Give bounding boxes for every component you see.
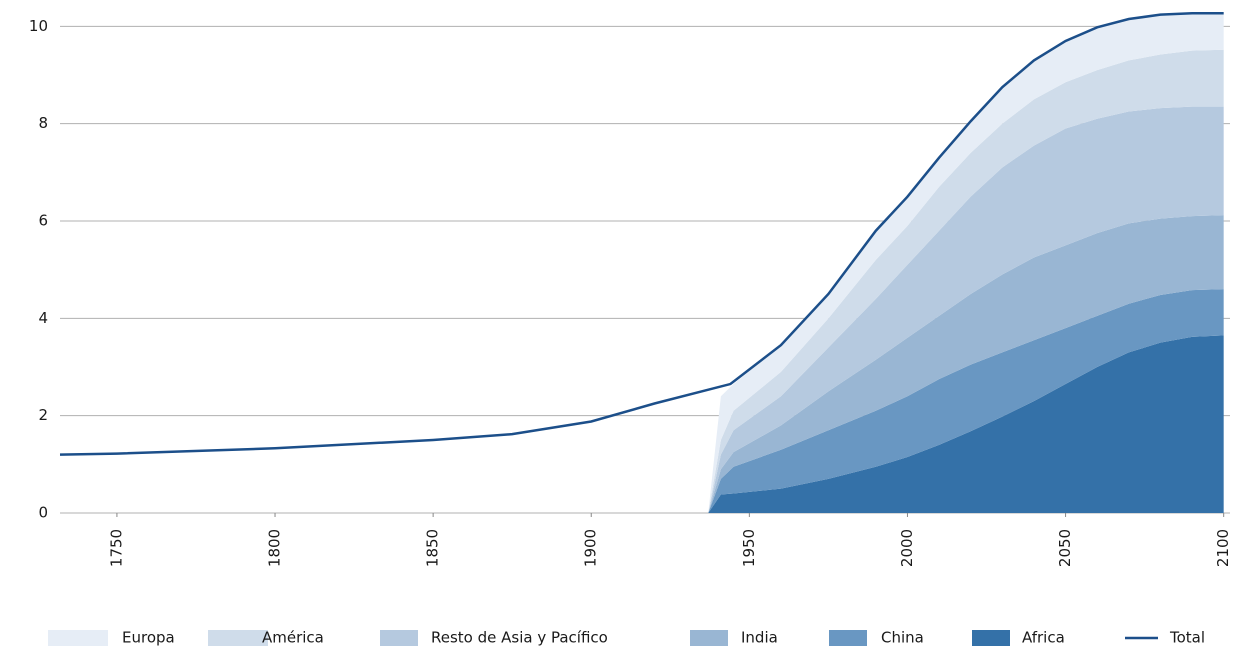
x-tick-label: 1850 [424,529,442,567]
y-tick-label: 8 [38,114,48,132]
legend-label: China [881,629,924,647]
x-tick-label: 1800 [266,529,284,567]
y-tick-label: 4 [38,309,48,327]
area [708,335,1224,513]
legend-swatch [380,630,418,646]
legend-label: Africa [1022,629,1065,647]
legend-swatch [829,630,867,646]
legend-swatch [690,630,728,646]
x-tick-label: 2100 [1214,529,1232,567]
x-tick-label: 1950 [740,529,758,567]
legend-swatch [208,630,268,646]
y-tick-label: 0 [38,504,48,522]
legend-label: India [741,629,778,647]
x-tick-label: 2000 [898,529,916,567]
legend-label: América [262,629,324,647]
total-line [59,11,1224,456]
area [708,215,1224,513]
y-tick-label: 2 [38,406,48,424]
x-tick-label: 1900 [582,529,600,567]
x-tick-label: 1750 [107,529,125,567]
area [708,289,1224,513]
legend-swatch [972,630,1010,646]
legend-label: Total [1169,629,1205,647]
legend-label: Europa [122,629,175,647]
legend-swatch [48,630,108,646]
area [708,106,1224,513]
legend-label: Resto de Asia y Pacífico [431,629,608,647]
area [708,49,1224,514]
y-tick-label: 6 [38,212,48,230]
y-tick-label: 10 [29,17,48,35]
x-tick-label: 2050 [1056,529,1074,567]
